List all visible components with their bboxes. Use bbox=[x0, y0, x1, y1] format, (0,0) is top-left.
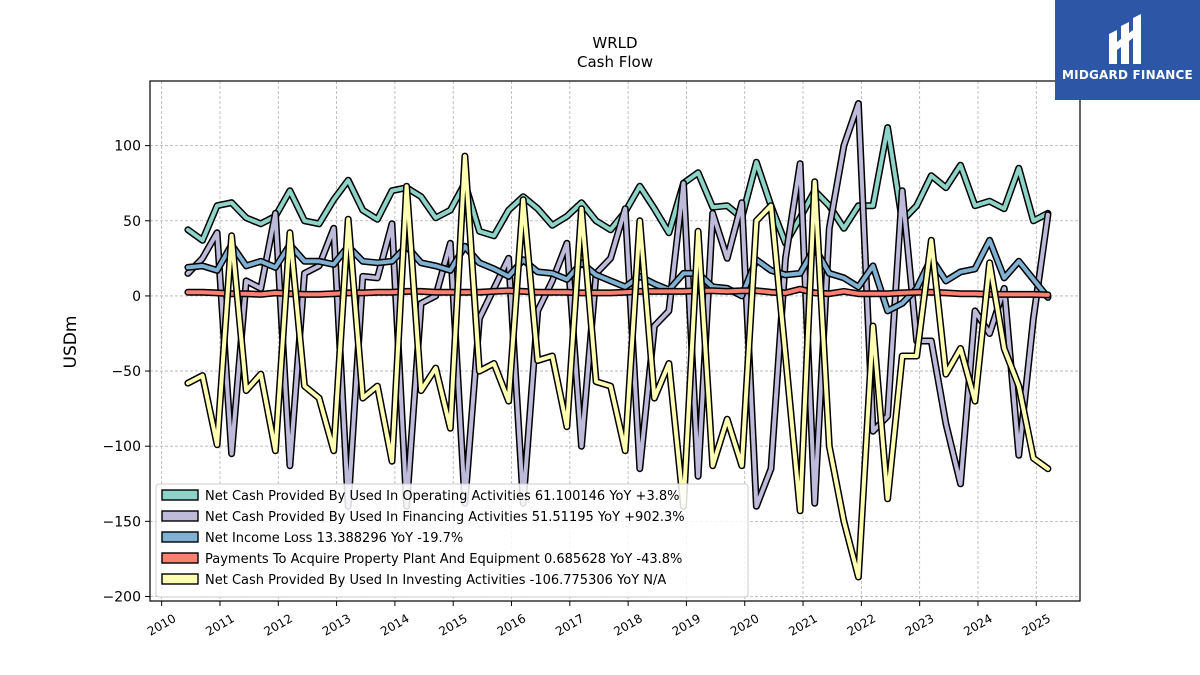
x-tick-label: 2023 bbox=[903, 611, 936, 638]
chart-title: WRLD bbox=[592, 34, 637, 52]
x-tick-label: 2021 bbox=[786, 611, 819, 638]
x-tick-label: 2016 bbox=[495, 611, 528, 638]
legend-label: Net Income Loss 13.388296 YoY -19.7% bbox=[205, 531, 463, 546]
legend-label: Net Cash Provided By Used In Financing A… bbox=[205, 510, 685, 525]
x-tick-label: 2014 bbox=[378, 611, 411, 638]
series-line bbox=[185, 154, 1050, 579]
series-line bbox=[185, 287, 1050, 297]
x-tick-label: 2010 bbox=[145, 611, 178, 638]
x-tick-label: 2025 bbox=[1020, 611, 1053, 638]
y-tick-label: −50 bbox=[111, 364, 141, 380]
x-tick-label: 2017 bbox=[553, 611, 586, 638]
legend-swatch bbox=[161, 489, 199, 501]
series-3 bbox=[184, 285, 1052, 299]
chart-subtitle: Cash Flow bbox=[577, 53, 653, 71]
x-tick-label: 2011 bbox=[203, 611, 236, 638]
brand-mark-icon bbox=[1109, 14, 1141, 64]
legend-swatch bbox=[161, 510, 199, 522]
y-tick-label: 100 bbox=[114, 139, 141, 155]
plot-area-frame bbox=[149, 80, 1081, 602]
y-tick-label: −150 bbox=[103, 514, 141, 530]
x-tick-label: 2019 bbox=[670, 611, 703, 638]
legend-swatch bbox=[161, 552, 199, 564]
brand-name: MIDGARD FINANCE bbox=[1062, 68, 1193, 82]
series-4 bbox=[184, 152, 1052, 581]
y-tick-label: 50 bbox=[123, 214, 141, 230]
x-tick-label: 2012 bbox=[262, 611, 295, 638]
y-tick-label: 0 bbox=[132, 289, 141, 305]
y-tick-label: −200 bbox=[103, 589, 141, 605]
legend-box bbox=[155, 483, 749, 598]
x-tick-label: 2024 bbox=[961, 611, 994, 638]
series-line-outline bbox=[184, 236, 1052, 315]
x-tick-label: 2018 bbox=[611, 611, 644, 638]
legend-label: Net Cash Provided By Used In Operating A… bbox=[205, 489, 679, 504]
brand-logo: MIDGARD FINANCE bbox=[1055, 0, 1200, 100]
series-lines bbox=[184, 100, 1052, 581]
x-tick-label: 2013 bbox=[320, 611, 353, 638]
y-axis-label: USDm bbox=[61, 316, 81, 369]
x-tick-label: 2020 bbox=[728, 611, 761, 638]
y-tick-label: −100 bbox=[103, 439, 141, 455]
legend-swatch bbox=[161, 573, 199, 585]
x-tick-label: 2022 bbox=[845, 611, 878, 638]
legend-label: Payments To Acquire Property Plant And E… bbox=[205, 552, 682, 567]
series-2 bbox=[184, 236, 1052, 315]
x-tick-label: 2015 bbox=[436, 611, 469, 638]
series-1 bbox=[184, 100, 1052, 510]
legend-label: Net Cash Provided By Used In Investing A… bbox=[205, 573, 666, 588]
chart-legend: Net Cash Provided By Used In Operating A… bbox=[155, 483, 749, 598]
legend-swatch bbox=[161, 531, 199, 543]
series-line bbox=[185, 101, 1050, 509]
series-line bbox=[185, 238, 1050, 313]
